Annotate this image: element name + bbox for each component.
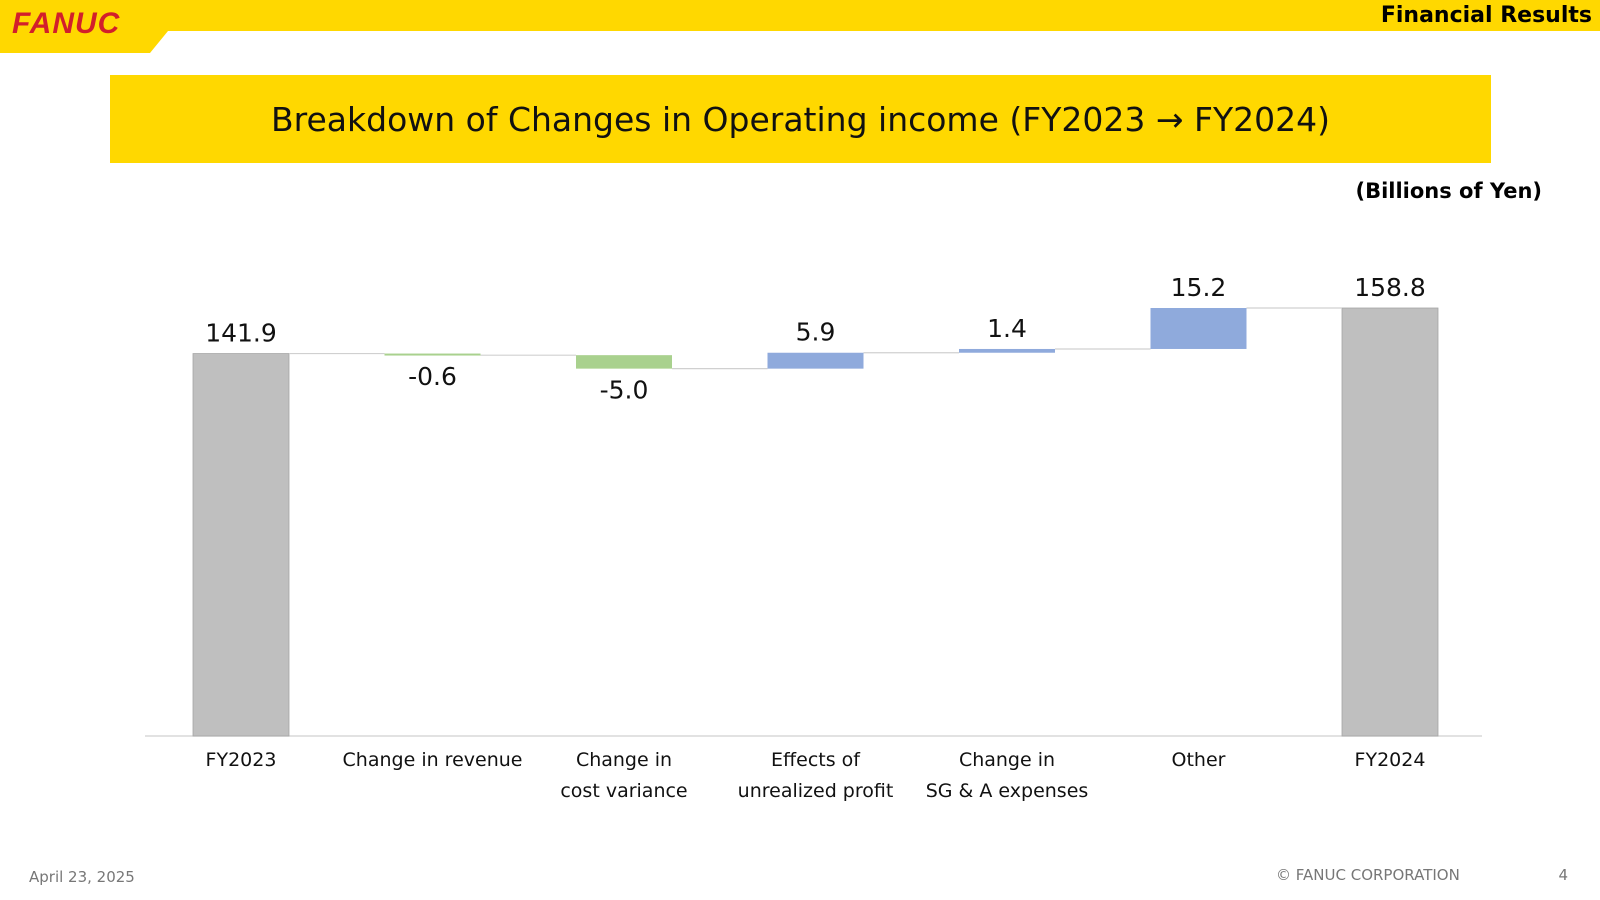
- logo-tab-background: [0, 0, 175, 53]
- category-label-3-1: unrealized profit: [738, 780, 894, 802]
- bar-5: [1150, 308, 1247, 349]
- page-title: Breakdown of Changes in Operating income…: [271, 99, 1330, 139]
- category-label-6-0: FY2024: [1355, 749, 1426, 771]
- bar-0: [192, 353, 290, 737]
- category-label-5-0: Other: [1172, 749, 1226, 771]
- category-label-4-1: SG & A expenses: [926, 780, 1089, 802]
- category-label-2-0: Change in: [576, 749, 672, 771]
- fanuc-logo: FANUC: [12, 7, 121, 40]
- top-accent-bar: [0, 0, 1600, 31]
- category-label-0-0: FY2023: [206, 749, 277, 771]
- bar-2: [576, 355, 672, 369]
- data-label-3: 5.9: [796, 318, 836, 347]
- bar-6: [1341, 307, 1439, 737]
- data-label-6: 158.8: [1354, 273, 1426, 302]
- category-label-2-1: cost variance: [560, 780, 687, 802]
- category-label-1-0: Change in revenue: [343, 749, 523, 771]
- bar-1: [384, 353, 481, 356]
- data-label-0: 141.9: [205, 319, 277, 348]
- title-banner: Breakdown of Changes in Operating income…: [110, 75, 1491, 163]
- data-label-5: 15.2: [1171, 273, 1227, 302]
- units-label: (Billions of Yen): [1355, 179, 1542, 203]
- page-number: 4: [1558, 866, 1568, 884]
- section-label: Financial Results: [1380, 3, 1592, 28]
- category-label-4-0: Change in: [959, 749, 1055, 771]
- data-label-1: -0.6: [408, 362, 457, 391]
- footer-copyright: © FANUC CORPORATION: [1276, 866, 1460, 884]
- bar-4: [959, 348, 1055, 353]
- bar-3: [767, 352, 864, 369]
- data-label-4: 1.4: [987, 314, 1027, 343]
- category-label-3-0: Effects of: [771, 749, 861, 771]
- footer-date: April 23, 2025: [29, 868, 135, 886]
- data-label-2: -5.0: [600, 376, 649, 405]
